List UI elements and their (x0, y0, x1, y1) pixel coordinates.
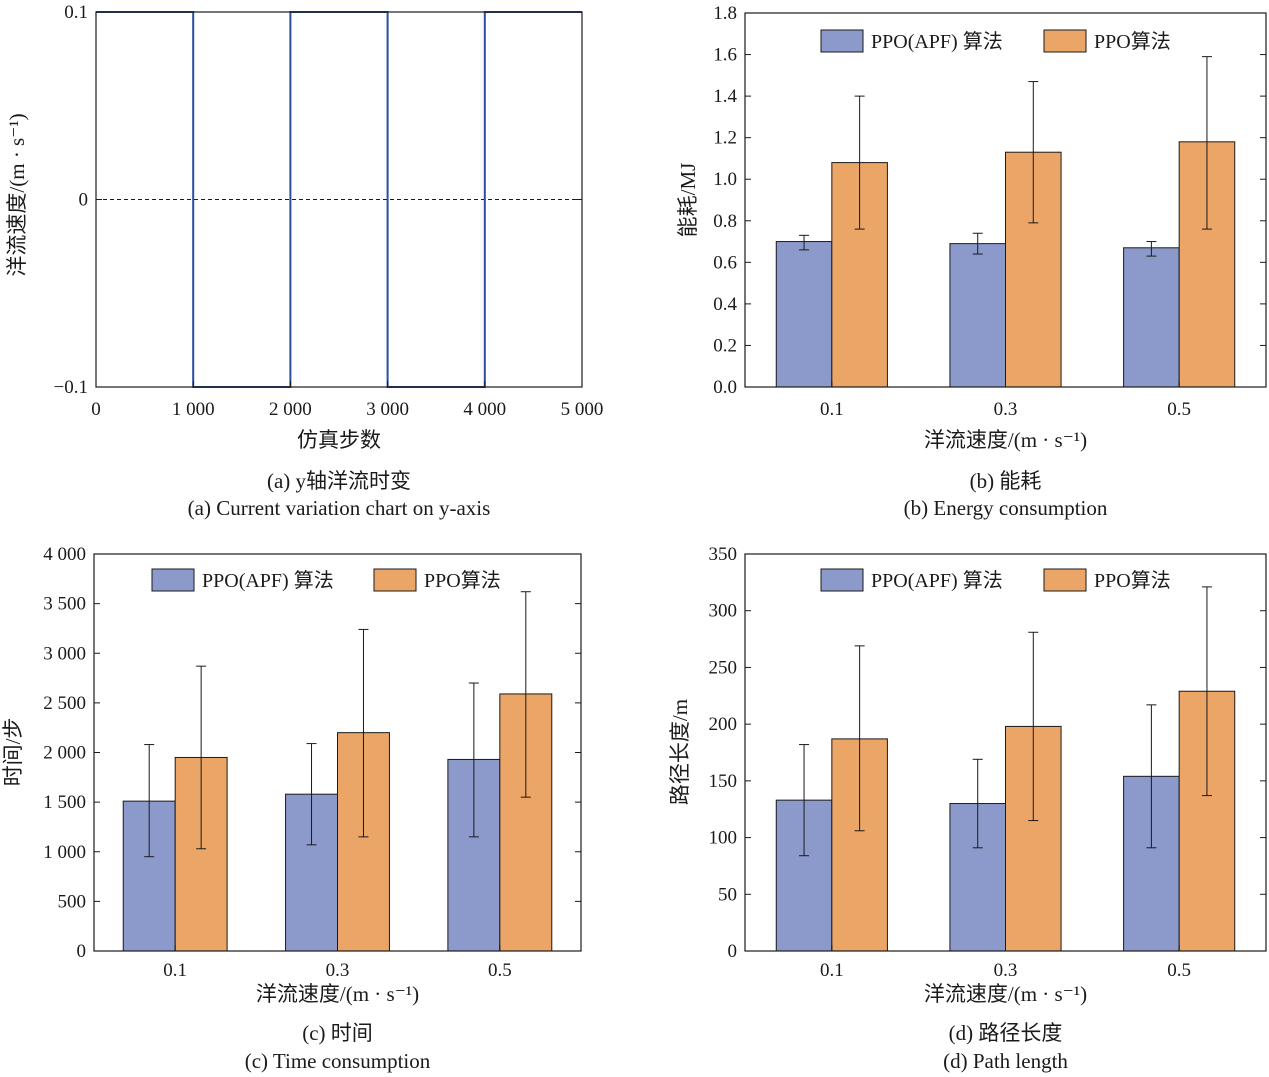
chart-c-legend-swatch-2 (373, 568, 417, 592)
chart-b-ytick-label: 1.0 (713, 169, 737, 190)
chart-c-xtick-label: 0.1 (163, 960, 187, 981)
chart-c-ytick-label: 2 000 (43, 743, 86, 764)
chart-b-ytick-label: 1.8 (713, 3, 737, 24)
chart-b: 0.1 0.3 0.5 0.0 0.2 0.4 0.6 0.8 1.0 1.2 1.4 1.6 1.8 P… (676, 3, 1267, 520)
chart-b-frame (744, 12, 1267, 388)
chart-a-xtick-label: 2 000 (269, 399, 312, 420)
chart-c-xlabel: 洋流速度/(m · s⁻¹) (256, 982, 419, 1006)
chart-d-xtick-label: 0.5 (1167, 960, 1191, 981)
chart-c-xtick-label: 0.5 (488, 960, 512, 981)
chart-a-xtick-label: 5 000 (561, 399, 604, 420)
chart-b-legend-label-1: PPO(APF) 算法 (871, 30, 1003, 53)
chart-a-xlabel: 仿真步数 (297, 428, 381, 452)
chart-b-xlabel: 洋流速度/(m · s⁻¹) (924, 428, 1087, 452)
chart-c-ylabel: 时间/步 (1, 718, 25, 787)
chart-b-ytick-label: 0.4 (713, 294, 737, 315)
chart-a-ylabel: 洋流速度/(m · s⁻¹) (5, 113, 29, 276)
chart-b-bar-s1-0.3 (949, 243, 1007, 388)
chart-a-xtick-label: 4 000 (463, 399, 506, 420)
chart-b-xtick-label: 0.3 (994, 399, 1018, 420)
chart-c-ytick-label: 1 000 (43, 842, 86, 863)
chart-b-ytick-label: 0.6 (713, 252, 737, 273)
chart-b-ytick-label: 0.2 (713, 335, 737, 356)
chart-a-xtick-label: 0 (91, 399, 101, 420)
chart-d-ytick-label: 50 (718, 884, 737, 905)
chart-d-xlabel: 洋流速度/(m · s⁻¹) (924, 982, 1087, 1006)
chart-d-ytick-label: 300 (709, 601, 738, 622)
chart-b-caption-cn: (b) 能耗 (970, 469, 1042, 493)
chart-b-xtick-label: 0.1 (820, 399, 844, 420)
chart-c-legend-label-2: PPO算法 (424, 569, 501, 592)
chart-a-xtick-label: 3 000 (366, 399, 409, 420)
chart-d-caption-en: (d) Path length (943, 1049, 1068, 1073)
chart-c-ytick-label: 2 500 (43, 693, 86, 714)
chart-c-ytick-label: 4 000 (43, 544, 86, 565)
chart-d-ytick-label: 200 (709, 714, 738, 735)
chart-c-xtick-label: 0.3 (326, 960, 350, 981)
chart-a-ytick-label: 0.1 (64, 2, 88, 23)
chart-c-ytick-label: 1 500 (43, 792, 86, 813)
chart-d: 0.1 0.3 0.5 0 50 100 150 200 250 300 350 PPO(APF) 算… (668, 544, 1267, 1073)
chart-d-legend-label-2: PPO算法 (1094, 569, 1171, 592)
chart-d-ytick-label: 350 (709, 544, 738, 565)
chart-a-xtick-label: 1 000 (172, 399, 215, 420)
chart-d-ytick-label: 250 (709, 657, 738, 678)
chart-b-ytick-label: 0.0 (713, 377, 737, 398)
chart-b-legend-swatch-1 (820, 29, 864, 53)
chart-d-ytick-label: 0 (728, 941, 738, 962)
chart-b-legend-swatch-2 (1043, 29, 1087, 53)
chart-d-ylabel: 路径长度/m (668, 699, 692, 805)
chart-b-ytick-label: 1.2 (713, 128, 737, 149)
chart-b-ylabel: 能耗/MJ (676, 163, 700, 238)
chart-c-caption-en: (c) Time consumption (245, 1049, 431, 1073)
chart-d-legend-swatch-1 (820, 568, 864, 592)
chart-a: −0.100.10 1 000 2 000 3 000 4 000 5 000仿真步数洋流… (5, 2, 603, 520)
chart-c-ytick-label: 3 500 (43, 594, 86, 615)
chart-d-caption-cn: (d) 路径长度 (949, 1021, 1063, 1045)
chart-b-caption-en: (b) Energy consumption (904, 496, 1108, 520)
chart-d-xtick-label: 0.1 (820, 960, 844, 981)
chart-c-legend-swatch-1 (151, 568, 195, 592)
chart-d-legend-label-1: PPO(APF) 算法 (871, 569, 1003, 592)
chart-c-ytick-label: 500 (58, 891, 87, 912)
chart-a-ytick-label: 0 (79, 190, 89, 211)
chart-b-ytick-label: 1.4 (713, 86, 737, 107)
chart-c-ytick-label: 0 (77, 941, 87, 962)
chart-d-legend-swatch-2 (1043, 568, 1087, 592)
chart-b-ytick-label: 1.6 (713, 45, 737, 66)
chart-a-caption-en: (a) Current variation chart on y-axis (188, 496, 491, 520)
chart-d-frame (744, 553, 1267, 952)
chart-b-ytick-label: 0.8 (713, 211, 737, 232)
chart-d-ytick-label: 150 (709, 771, 738, 792)
chart-c-legend-label-1: PPO(APF) 算法 (202, 569, 334, 592)
chart-d-xtick-label: 0.3 (994, 960, 1018, 981)
chart-a-caption-cn: (a) y轴洋流时变 (267, 469, 411, 493)
chart-c-caption-cn: (c) 时间 (302, 1021, 373, 1045)
chart-b-bar-s1-0.1 (775, 241, 833, 388)
chart-c: 0.1 0.3 0.5 0 500 1 000 1 500 2 000 2 500 3 000 3 … (1, 544, 582, 1073)
chart-c-ytick-label: 3 000 (43, 643, 86, 664)
chart-b-xtick-label: 0.5 (1167, 399, 1191, 420)
chart-a-ytick-label: −0.1 (54, 377, 88, 398)
chart-d-ytick-label: 100 (709, 828, 738, 849)
chart-b-bar-s1-0.5 (1123, 247, 1180, 388)
chart-b-legend-label-2: PPO算法 (1094, 30, 1171, 53)
